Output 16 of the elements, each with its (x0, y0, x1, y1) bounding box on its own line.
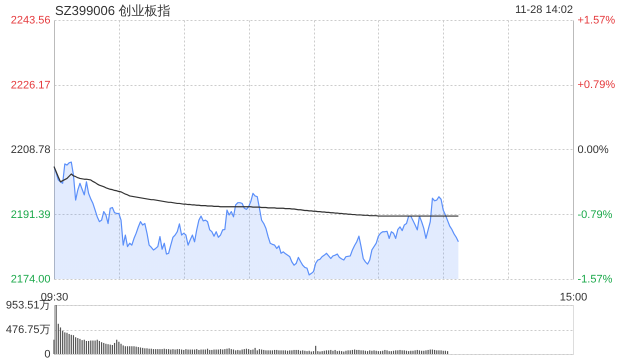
y2-tick-label: +1.57% (578, 14, 616, 26)
y-tick-label: 2226.17 (10, 79, 50, 92)
y-tick-label: 2174.00 (10, 274, 50, 286)
chart-title: SZ399006 创业板指 (55, 2, 171, 20)
y-tick-label: 476.75万 (6, 324, 50, 336)
y-tick-label: 2208.78 (10, 144, 50, 156)
y-tick-label: 2191.39 (10, 208, 50, 221)
line-series (53, 166, 459, 217)
y2-tick-label: +0.79% (578, 78, 616, 91)
y2-tick-label: -1.57% (578, 274, 613, 286)
y2-tick-label: -0.79% (578, 209, 613, 222)
x-tick-label: 15:00 (560, 292, 588, 304)
chart-subtitle: 11-28 14:02 (515, 4, 573, 16)
y-tick-label: 0 (44, 348, 50, 360)
y-tick-label: 2243.56 (10, 14, 50, 26)
y2-tick-label: 0.00% (578, 144, 609, 156)
